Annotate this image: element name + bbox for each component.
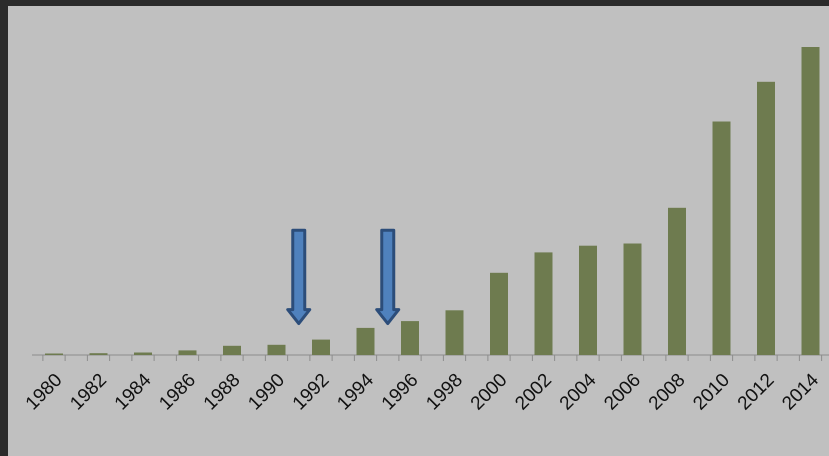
x-tick-label: 2012 [734,370,779,415]
bar-2004 [579,245,597,355]
x-tick-label: 1980 [22,370,67,415]
bar-1984 [134,352,152,355]
bar-1996 [401,321,419,355]
x-tick-label: 2010 [689,370,734,415]
x-tick-label: 1996 [378,370,423,415]
bar-2014 [801,47,820,355]
bar-2002 [534,252,553,355]
bar-2006 [623,243,642,355]
bar-1992 [312,339,330,355]
bar-1982 [89,353,108,355]
bar-2012 [757,81,775,356]
x-tick-label: 2006 [600,370,645,415]
x-tick-label: 1988 [200,370,245,415]
x-tick-label: 2002 [511,370,556,415]
bar-1998 [445,310,464,355]
x-tick-label: 1992 [289,370,334,415]
x-tick-label: 2008 [645,370,690,415]
down-arrow-icon [286,228,312,326]
bar-1990 [267,344,286,355]
x-tick-label: 1990 [244,370,289,415]
x-tick-label: 1984 [111,369,156,414]
x-tick-label: 1986 [155,370,200,415]
bar-2010 [712,121,731,355]
bar-1986 [178,350,197,355]
bar-1980 [45,353,63,355]
bar-1994 [356,327,375,355]
bar-1988 [223,345,241,355]
x-tick-label: 1982 [66,370,111,415]
plot-panel [8,6,829,456]
x-tick-label: 2004 [556,369,601,414]
bar-2008 [668,207,686,355]
x-tick-label: 1998 [422,370,467,415]
x-tick-label: 1994 [333,369,378,414]
x-tick-label: 2014 [778,369,823,414]
x-tick-label: 2000 [467,370,512,415]
bar-2000 [490,272,508,355]
down-arrow-icon [375,228,401,326]
